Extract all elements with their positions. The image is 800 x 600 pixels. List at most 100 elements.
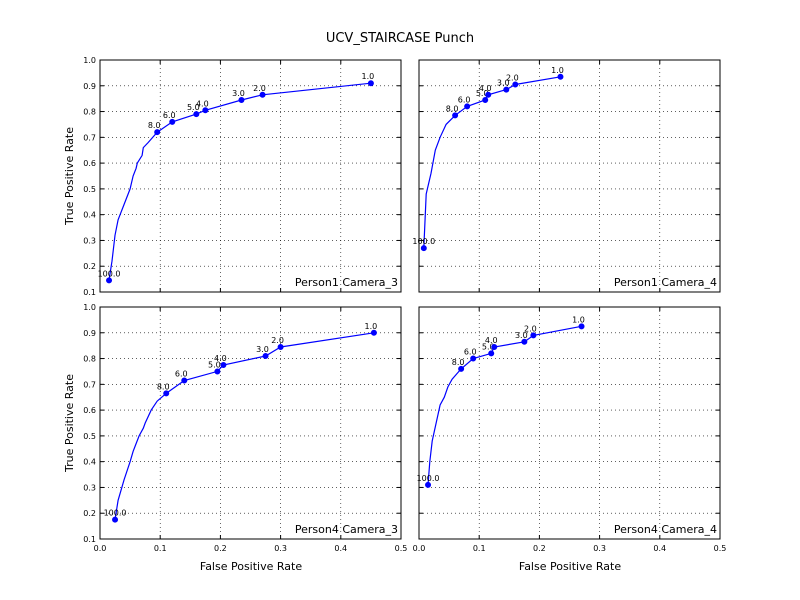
threshold-point <box>370 329 377 336</box>
x-tick-label: 0.5 <box>714 544 727 553</box>
y-tick-label: 0.8 <box>83 108 96 117</box>
x-axis-label-left: False Positive Rate <box>200 560 302 573</box>
threshold-point <box>557 73 564 80</box>
roc-curve <box>114 332 374 520</box>
threshold-point <box>485 91 492 98</box>
threshold-label: 4.0 <box>214 354 227 363</box>
threshold-label: 3.0 <box>232 89 245 98</box>
threshold-label: 4.0 <box>196 99 209 108</box>
subplot-3: 0.0 0.1 0.2 0.3 0.4 0.50.10.20.30.40.50.60.70… <box>83 303 407 553</box>
figure-title: UCV_STAIRCASE Punch <box>326 31 474 46</box>
threshold-label: 100.0 <box>98 269 121 278</box>
threshold-label: 3.0 <box>497 79 510 88</box>
axes-frame <box>418 306 721 540</box>
x-axis-label-right: False Positive Rate <box>519 560 621 573</box>
threshold-label: 3.0 <box>256 345 269 354</box>
threshold-point <box>154 129 161 136</box>
y-axis-label-top: True Positive Rate <box>63 127 76 226</box>
threshold-point <box>482 96 489 103</box>
roc-curve <box>108 82 371 281</box>
y-tick-label: 0.6 <box>83 159 96 168</box>
threshold-point <box>530 332 537 339</box>
y-tick-label: 0.4 <box>83 458 96 467</box>
threshold-label: 3.0 <box>515 331 528 340</box>
threshold-label: 2.0 <box>524 324 537 333</box>
threshold-point <box>163 390 170 397</box>
threshold-point <box>214 368 221 375</box>
y-tick-label: 0.3 <box>83 483 96 492</box>
y-tick-label: 1.0 <box>83 56 96 65</box>
threshold-label: 2.0 <box>271 336 284 345</box>
y-tick-label: 1.0 <box>83 303 96 312</box>
threshold-point <box>420 245 427 252</box>
threshold-point <box>262 352 269 359</box>
threshold-label: 6.0 <box>464 348 477 357</box>
threshold-point <box>470 355 477 362</box>
threshold-point <box>112 516 119 523</box>
roc-curve <box>423 76 561 249</box>
x-tick-label: 0.0 <box>413 544 426 553</box>
threshold-point <box>259 91 266 98</box>
threshold-point <box>488 350 495 357</box>
threshold-label: 4.0 <box>479 84 492 93</box>
y-tick-label: 0.9 <box>83 329 96 338</box>
threshold-label: 6.0 <box>163 111 176 120</box>
y-tick-label: 0.3 <box>83 236 96 245</box>
threshold-point <box>425 481 432 488</box>
threshold-label: 8.0 <box>148 121 161 130</box>
threshold-label: 4.0 <box>485 336 498 345</box>
threshold-label: 1.0 <box>365 322 378 331</box>
threshold-point <box>238 96 245 103</box>
threshold-point <box>220 362 227 368</box>
y-tick-label: 0.1 <box>83 288 96 297</box>
axes-frame <box>418 59 721 293</box>
y-axis-label-bottom: True Positive Rate <box>63 374 76 473</box>
threshold-point <box>521 338 528 345</box>
y-tick-label: 0.1 <box>83 535 96 544</box>
threshold-label: 1.0 <box>572 315 585 324</box>
threshold-point <box>367 80 374 87</box>
threshold-point <box>181 377 188 384</box>
threshold-label: 8.0 <box>446 104 459 113</box>
axes-frame <box>99 59 402 293</box>
threshold-point <box>578 323 585 330</box>
subplot-caption: Person4 Camera_4 <box>614 523 717 536</box>
threshold-point <box>458 365 465 372</box>
threshold-point <box>202 107 209 114</box>
x-tick-label: 0.2 <box>214 544 227 553</box>
threshold-label: 5.0 <box>208 360 221 369</box>
x-tick-label: 0.2 <box>533 544 546 553</box>
threshold-label: 2.0 <box>253 84 266 93</box>
subplot-caption: Person1 Camera_3 <box>295 276 398 289</box>
subplot-2: 100.0 8.06.0 5.04.0 3.02.0 1.0 Person1 Camera… <box>412 59 721 293</box>
y-tick-label: 0.2 <box>83 509 96 518</box>
threshold-point <box>491 343 498 350</box>
threshold-point <box>452 112 459 119</box>
x-tick-label: 0.4 <box>334 544 347 553</box>
x-tick-label: 0.1 <box>154 544 167 553</box>
subplot-1: 0.1 0.2 0.3 0.4 0.5 0.6 0.7 0.8 0.9 1.0 100.0 8.06.… <box>83 56 402 297</box>
y-tick-label: 0.2 <box>83 262 96 271</box>
y-tick-label: 0.9 <box>83 82 96 91</box>
x-tick-label: 0.5 <box>395 544 408 553</box>
threshold-point <box>277 343 284 350</box>
subplot-caption: Person4 Camera_3 <box>295 523 398 536</box>
threshold-point <box>169 118 176 125</box>
threshold-label: 2.0 <box>506 73 519 82</box>
roc-curve <box>427 325 582 485</box>
subplot-caption: Person1 Camera_4 <box>614 276 717 289</box>
x-tick-label: 0.1 <box>473 544 486 553</box>
threshold-label: 6.0 <box>458 95 471 104</box>
threshold-point <box>106 277 113 284</box>
threshold-point <box>503 86 510 93</box>
threshold-label: 1.0 <box>551 66 564 75</box>
y-tick-label: 0.7 <box>83 133 96 142</box>
y-tick-label: 0.8 <box>83 355 96 364</box>
threshold-label: 100.0 <box>104 509 127 518</box>
y-tick-label: 0.5 <box>83 432 96 441</box>
subplot-grid: 0.10.20.30.40.50.60.70.80.91.0100.08.06.… <box>83 56 726 553</box>
threshold-point <box>193 111 200 118</box>
threshold-label: 5.0 <box>476 89 489 98</box>
threshold-label: 6.0 <box>175 369 188 378</box>
